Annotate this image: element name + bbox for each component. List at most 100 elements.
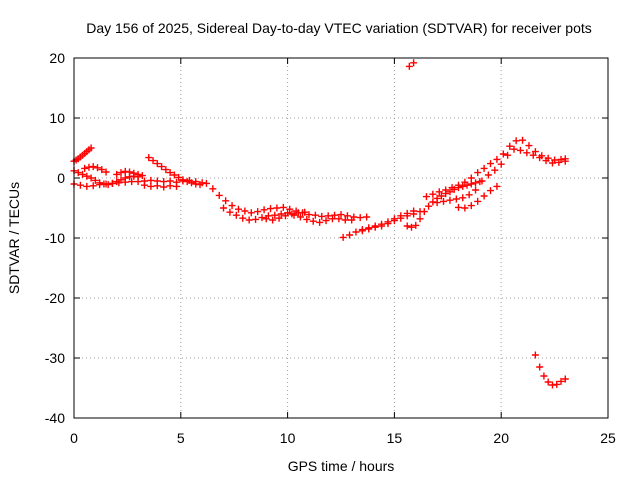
data-point: [311, 211, 319, 219]
data-point: [113, 170, 121, 178]
data-point: [493, 182, 501, 190]
data-series: [70, 59, 569, 389]
data-point: [202, 179, 210, 187]
data-point: [83, 182, 91, 190]
y-tick-label: -20: [45, 290, 65, 306]
data-point: [162, 166, 170, 174]
series-track-d: [81, 163, 110, 176]
data-point: [301, 208, 309, 216]
data-point: [215, 191, 223, 199]
data-point: [416, 215, 424, 223]
data-point: [525, 142, 533, 150]
data-point: [487, 160, 495, 168]
data-point: [269, 216, 277, 224]
data-point: [516, 146, 524, 154]
data-point: [491, 166, 499, 174]
data-point: [358, 227, 366, 235]
data-point: [523, 149, 531, 157]
data-point: [277, 210, 285, 218]
data-point: [288, 210, 296, 218]
data-point: [548, 159, 556, 167]
data-point: [183, 178, 191, 186]
data-point: [356, 214, 364, 222]
data-point: [540, 372, 548, 380]
data-point: [170, 171, 178, 179]
data-point: [499, 150, 507, 158]
data-point: [346, 231, 354, 239]
data-point: [437, 192, 445, 200]
series-track-f: [145, 154, 204, 189]
data-point: [412, 221, 420, 229]
data-point: [337, 211, 345, 219]
data-point: [179, 176, 187, 184]
data-point: [555, 158, 563, 166]
data-point: [91, 176, 99, 184]
series-track-a: [70, 144, 95, 165]
data-point: [305, 211, 313, 219]
series-track-l: [358, 208, 424, 235]
data-point: [442, 186, 450, 194]
data-point: [286, 205, 294, 213]
data-point: [145, 154, 153, 162]
data-point: [87, 174, 95, 182]
data-point: [81, 164, 89, 172]
data-point: [83, 172, 91, 180]
data-point: [260, 206, 268, 214]
data-point: [89, 182, 97, 190]
data-point: [474, 197, 482, 205]
data-point: [258, 214, 266, 222]
data-point: [435, 188, 443, 196]
data-point: [134, 178, 142, 186]
data-point: [262, 215, 270, 223]
data-point: [403, 212, 411, 220]
data-point: [352, 228, 360, 236]
data-point: [480, 164, 488, 172]
data-point: [536, 154, 544, 162]
data-point: [87, 144, 95, 152]
data-point: [96, 181, 104, 189]
data-point: [241, 207, 249, 215]
data-point: [247, 209, 255, 217]
data-point: [121, 178, 129, 186]
data-point: [542, 157, 550, 165]
y-tick-label: 0: [57, 170, 65, 186]
data-point: [271, 211, 279, 219]
x-tick-label: 10: [280, 430, 296, 446]
data-point: [487, 187, 495, 195]
data-point: [493, 155, 501, 163]
data-point: [335, 215, 343, 223]
x-tick-label: 20: [493, 430, 509, 446]
data-point: [117, 169, 125, 177]
data-point: [407, 223, 415, 231]
data-point: [138, 172, 146, 180]
data-point: [102, 180, 110, 188]
data-point: [275, 214, 283, 222]
data-point: [220, 204, 228, 212]
data-point: [187, 179, 195, 187]
data-point: [384, 220, 392, 228]
data-point: [126, 168, 134, 176]
data-point: [348, 216, 356, 224]
data-point: [519, 136, 527, 144]
data-point: [553, 380, 561, 388]
data-point: [318, 212, 326, 220]
data-point: [371, 223, 379, 231]
data-point: [153, 182, 161, 190]
data-point: [209, 185, 217, 193]
data-point: [281, 212, 289, 220]
data-point: [440, 197, 448, 205]
data-point: [228, 202, 236, 210]
data-point: [410, 210, 418, 218]
x-tick-label: 25: [600, 430, 616, 446]
data-point: [474, 169, 482, 177]
data-point: [365, 225, 373, 233]
data-point: [222, 197, 230, 205]
data-point: [425, 202, 433, 210]
data-point: [433, 199, 441, 207]
data-point: [531, 351, 539, 359]
data-point: [467, 174, 475, 182]
data-point: [239, 214, 247, 222]
data-point: [102, 168, 110, 176]
data-point: [561, 375, 569, 383]
